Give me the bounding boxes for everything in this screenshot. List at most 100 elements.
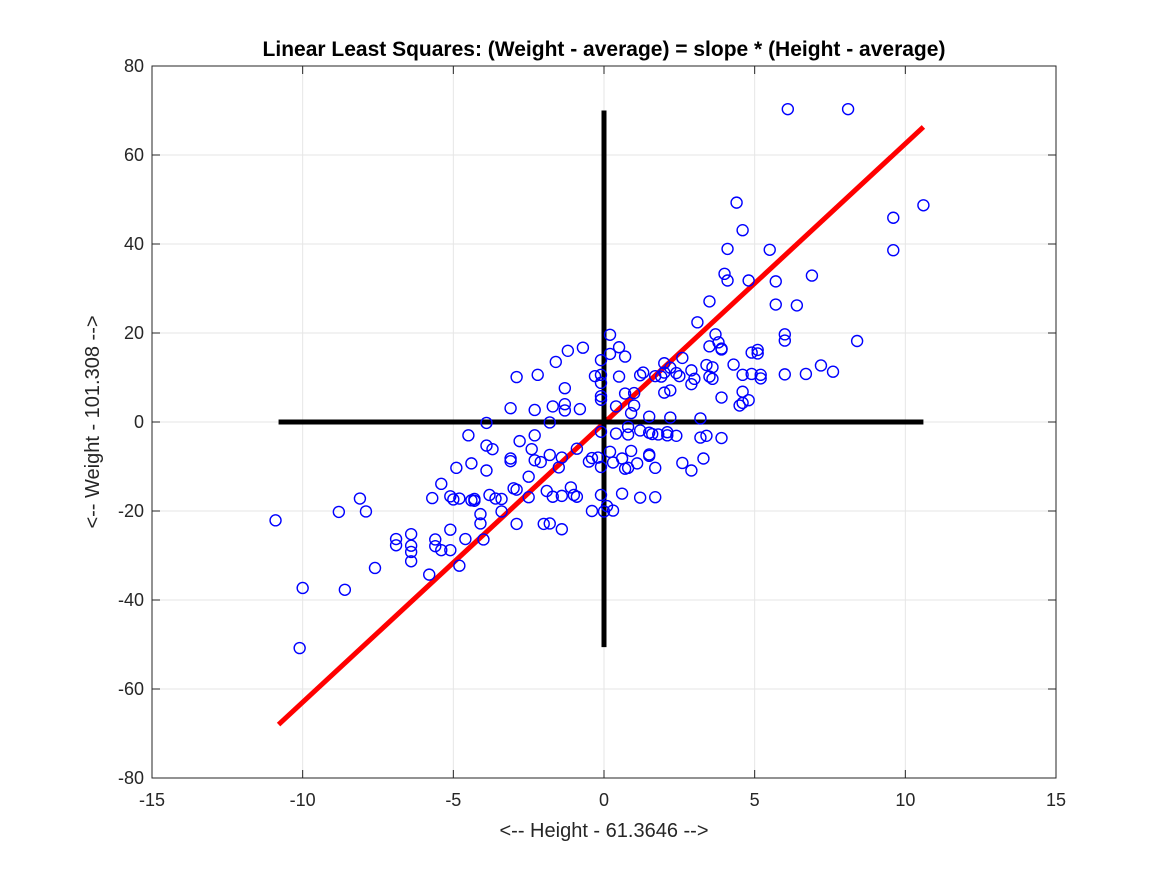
data-point [389,539,403,552]
data-point [486,442,499,456]
data-point [745,346,758,359]
data-point [633,424,647,437]
data-point [555,523,569,536]
data-point [564,481,578,494]
y-axis-ticks: -80 -60 -40 -20 0 20 40 60 80 [118,56,1056,788]
data-point [522,470,535,483]
data-point [769,275,782,288]
data-point [676,456,689,470]
data-point [826,365,840,378]
data-point [778,334,791,347]
data-point [594,353,608,367]
data-point [643,410,656,423]
data-point [609,427,623,440]
data-point [510,517,523,531]
data-point [603,347,617,361]
data-point [646,427,659,441]
x-axis-ticks: -15 -10 -5 0 5 10 15 [139,66,1066,810]
data-point [474,517,487,530]
data-point [736,385,749,398]
data-points [269,102,930,655]
data-point [528,429,541,442]
data-point [543,448,556,462]
x-tick-label: -10 [290,790,316,810]
data-point [528,403,541,417]
data-point [594,393,608,406]
data-point [778,328,791,341]
data-point [733,399,746,412]
data-point [368,561,382,575]
data-point [404,555,418,568]
data-point [712,336,725,349]
y-tick-label: -80 [118,768,144,788]
data-point [459,532,472,546]
y-tick-label: 40 [124,234,144,254]
data-point [594,389,608,403]
x-tick-label: -5 [445,790,461,810]
data-point [546,400,559,413]
data-point [652,428,665,441]
y-tick-label: -60 [118,679,144,699]
data-point [799,367,813,381]
data-point [618,387,632,400]
data-point [585,451,599,465]
data-point [751,347,764,360]
y-tick-label: -40 [118,590,144,610]
data-point [670,429,683,442]
data-point [715,431,728,445]
data-point [618,350,632,363]
data-point [841,102,855,116]
data-point [633,369,647,382]
data-point [627,399,641,412]
data-point [429,533,442,546]
data-point [558,404,572,417]
data-point [754,372,767,385]
data-point [546,490,559,503]
data-point [423,568,436,581]
data-point [655,370,668,383]
data-point [594,460,608,474]
data-point [435,477,448,491]
data-point [447,493,460,506]
data-point [435,543,448,557]
data-point [630,457,644,470]
data-point [531,368,544,382]
data-point [850,334,864,348]
data-point [444,523,457,536]
data-point [534,455,547,469]
data-point [332,505,346,519]
data-point [389,532,403,546]
data-point [444,543,457,557]
data-point [694,431,707,444]
data-point [736,224,749,237]
data-point [404,545,418,559]
data-point [570,442,584,455]
data-point [769,298,782,311]
data-point [688,372,701,386]
data-point [694,412,707,425]
data-point [742,393,755,407]
data-point [754,368,767,382]
x-axis-label: <-- Height - 61.3646 --> [500,820,709,842]
x-tick-label: 15 [1046,790,1066,810]
y-tick-label: -20 [118,501,144,521]
data-point [649,461,662,475]
chart-title: Linear Least Squares: (Weight - average)… [263,38,946,61]
data-point [697,452,710,465]
y-tick-label: 80 [124,56,144,76]
data-point [450,461,463,475]
y-tick-label: 20 [124,323,144,343]
data-point [917,199,930,212]
data-point [624,444,638,458]
data-point [685,464,698,477]
data-point [703,295,716,308]
x-tick-label: 10 [895,790,915,810]
data-point [594,488,608,502]
data-point [513,434,526,448]
data-point [338,583,352,596]
data-point [543,517,556,530]
data-point [706,361,719,374]
data-point [543,416,556,429]
data-point [468,494,481,507]
data-point [555,451,569,464]
